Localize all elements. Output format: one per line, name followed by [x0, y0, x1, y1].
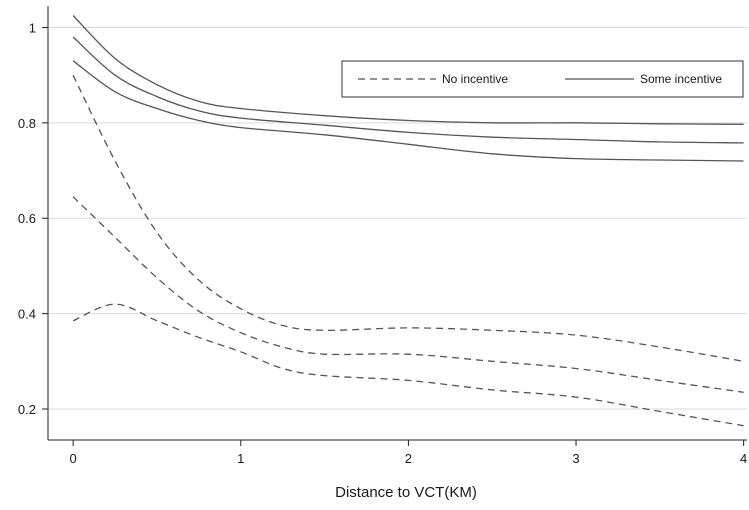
legend-label-no-incentive: No incentive [442, 72, 508, 86]
x-tick-label-4: 4 [740, 451, 747, 466]
x-tick-label-1: 1 [237, 451, 244, 466]
series-line-no-incentive-upper [72, 74, 744, 362]
y-tick-label-3: 0.8 [18, 116, 36, 131]
series-line-no-incentive-lower [72, 303, 744, 427]
x-tick-label-0: 0 [70, 451, 77, 466]
y-tick-label-2: 0.6 [18, 211, 36, 226]
axes: 0.2 0.4 0.6 0.8 1 0 1 2 3 4 [18, 6, 747, 466]
y-tick-label-0: 0.2 [18, 402, 36, 417]
x-tick-label-3: 3 [572, 451, 579, 466]
x-axis-title: Distance to VCT(KM) [335, 484, 477, 501]
legend: No incentive Some incentive [341, 60, 744, 98]
series-line-some-incentive-upper [72, 15, 744, 125]
series-line-some-incentive-estimate [72, 36, 744, 144]
legend-label-some-incentive: Some incentive [640, 72, 722, 86]
series-line-no-incentive-estimate [72, 196, 744, 393]
x-tick-label-2: 2 [405, 451, 412, 466]
series-lines [72, 15, 744, 427]
series-line-some-incentive-lower [72, 60, 744, 162]
y-tick-label-1: 0.4 [18, 307, 36, 322]
y-tick-label-4: 1 [29, 20, 36, 35]
